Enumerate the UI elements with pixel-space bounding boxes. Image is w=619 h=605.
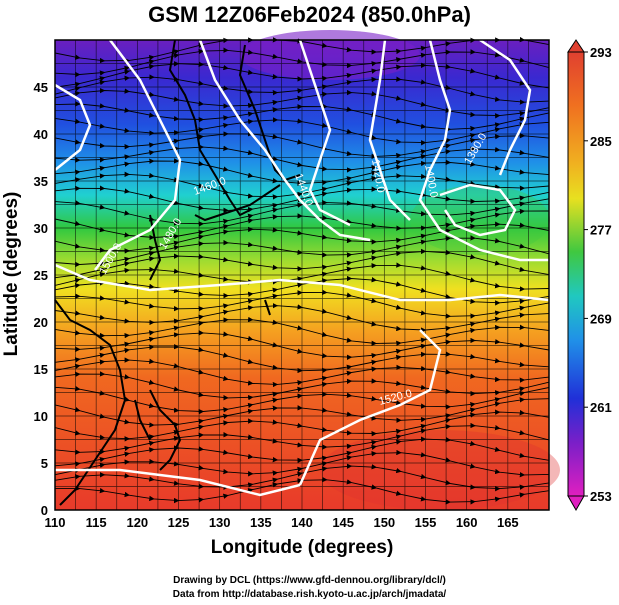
y-tick-labels: 0 5 10 15 20 25 30 35 40 45 <box>34 80 48 518</box>
x-tick-label: 140 <box>291 515 313 530</box>
x-tick-label: 125 <box>168 515 190 530</box>
colorbar-label: 261 <box>590 400 612 415</box>
colorbar: 293 285 277 269 261 253 <box>567 39 612 512</box>
colorbar-label: 277 <box>590 223 612 238</box>
x-tick-label: 130 <box>209 515 231 530</box>
y-axis-label: Latitude (degrees) <box>1 191 22 357</box>
colorbar-bottom-arrow <box>567 495 585 512</box>
x-tick-label: 155 <box>415 515 437 530</box>
x-tick-label: 115 <box>86 515 107 530</box>
y-tick-label: 15 <box>34 362 48 377</box>
height-contours <box>54 38 550 497</box>
colorbar-label: 293 <box>590 45 612 60</box>
map-grid <box>54 39 550 511</box>
credit-data-source: Data from http://database.rish.kyoto-u.a… <box>172 589 447 600</box>
y-tick-label: 0 <box>41 503 48 518</box>
y-tick-label: 20 <box>34 315 48 330</box>
x-tick-label: 110 <box>45 515 66 530</box>
y-tick-label: 45 <box>34 80 48 95</box>
contour-label: 1400.0 <box>422 163 440 198</box>
x-tick-label: 160 <box>456 515 478 530</box>
y-tick-label: 40 <box>34 127 48 142</box>
x-tick-label: 120 <box>126 515 148 530</box>
y-tick-label: 30 <box>34 221 48 236</box>
y-tick-label: 10 <box>34 409 48 424</box>
coastlines <box>54 39 301 506</box>
x-tick-label: 135 <box>250 515 272 530</box>
chart-title: GSM 12Z06Feb2024 (850.0hPa) <box>148 2 471 27</box>
y-tick-label: 35 <box>34 174 48 189</box>
credit-dcl: Drawing by DCL (https://www.gfd-dennou.o… <box>173 575 446 586</box>
streamlines <box>54 36 550 505</box>
map-frame <box>54 39 550 511</box>
colorbar-top-arrow <box>567 39 585 53</box>
colorbar-label: 253 <box>590 489 612 504</box>
contour-label: 1420.0 <box>369 158 387 193</box>
y-tick-label: 25 <box>34 268 48 283</box>
x-axis-label: Longitude (degrees) <box>210 537 394 558</box>
x-tick-label: 150 <box>373 515 395 530</box>
colorbar-gradient <box>567 51 585 497</box>
warm-anomaly-red <box>320 430 560 510</box>
x-tick-label: 165 <box>497 515 519 530</box>
y-tick-label: 5 <box>41 456 48 471</box>
x-tick-labels: 110 115 120 125 130 135 140 145 150 155 160 165 <box>45 515 519 530</box>
colorbar-label: 269 <box>590 311 612 326</box>
colorbar-label: 285 <box>590 134 612 149</box>
x-tick-label: 145 <box>332 515 354 530</box>
